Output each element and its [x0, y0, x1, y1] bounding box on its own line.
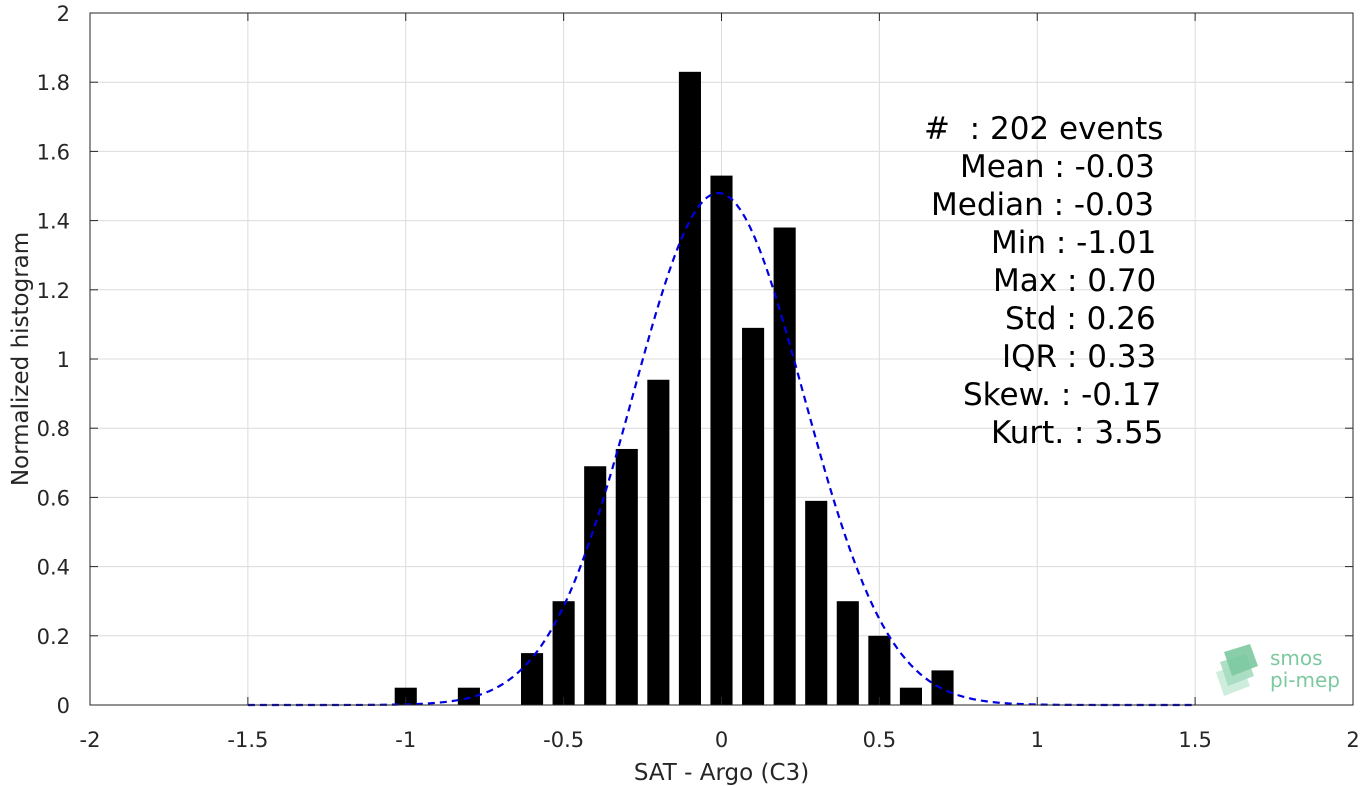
y-tick-label: 2 [57, 2, 70, 26]
stat-min: Min : -1.01 [991, 225, 1157, 261]
x-axis-label: SAT - Argo (C3) [634, 760, 809, 786]
histogram-bar [710, 175, 733, 705]
y-tick-label: 0.8 [37, 417, 70, 441]
histogram-bar [836, 601, 859, 705]
y-tick-label: 0 [57, 694, 70, 718]
stat-mean: Mean : -0.03 [960, 149, 1155, 185]
histogram-bar [584, 466, 607, 705]
x-tick-label: -1.5 [227, 728, 268, 752]
y-tick-label: 0.4 [37, 556, 70, 580]
histogram-bar [773, 227, 796, 705]
histogram-bar [457, 687, 480, 705]
x-tick-label: 1 [1031, 728, 1044, 752]
y-axis-ticks: 0 0.2 0.4 0.6 0.8 1 1.2 1.4 1.6 1.8 2 [37, 2, 1353, 718]
histogram-bar [931, 670, 954, 705]
logo-text-smos: smos [1270, 646, 1323, 670]
histogram-bar [742, 327, 765, 705]
stat-median: Median : -0.03 [931, 187, 1155, 223]
y-tick-label: 1.8 [37, 71, 70, 95]
x-tick-label: -1 [395, 728, 416, 752]
x-tick-label: -2 [80, 728, 101, 752]
y-tick-label: 0.6 [37, 486, 70, 510]
histogram-bar [805, 500, 828, 705]
y-tick-label: 1 [57, 348, 70, 372]
logo-layers-icon [1216, 644, 1258, 696]
histogram-bar [868, 635, 891, 705]
stat-skew: Skew. : -0.17 [963, 377, 1162, 413]
x-tick-label: -0.5 [543, 728, 584, 752]
y-tick-label: 1.2 [37, 279, 70, 303]
histogram-bar [899, 687, 923, 705]
histogram-bar [394, 687, 417, 705]
stat-std: Std : 0.26 [1005, 301, 1156, 337]
y-tick-label: 0.2 [37, 625, 70, 649]
histogram-bar [552, 601, 575, 705]
x-tick-label: 0.5 [863, 728, 896, 752]
x-tick-label: 1.5 [1178, 728, 1211, 752]
x-tick-label: 0 [715, 728, 728, 752]
histogram-bar [615, 448, 638, 705]
stat-iqr: IQR : 0.33 [1002, 339, 1157, 375]
stat-count: # : 202 events [924, 111, 1164, 147]
y-tick-label: 1.4 [37, 210, 70, 234]
histogram-bar [520, 653, 544, 705]
logo-text-pi-mep: pi-mep [1270, 668, 1340, 692]
stat-kurt: Kurt. : 3.55 [991, 415, 1164, 451]
y-axis-label: Normalized histogram [8, 232, 34, 486]
x-tick-label: 2 [1346, 728, 1359, 752]
stat-max: Max : 0.70 [993, 263, 1157, 299]
histogram-bars [394, 71, 954, 705]
histogram-bar [678, 71, 701, 705]
y-tick-label: 1.6 [37, 140, 70, 164]
x-axis-ticks: -2 -1.5 -1 -0.5 0 0.5 1 1.5 2 [80, 13, 1360, 752]
smos-pi-mep-logo: smos pi-mep [1212, 642, 1352, 698]
histogram-bar [647, 379, 670, 705]
